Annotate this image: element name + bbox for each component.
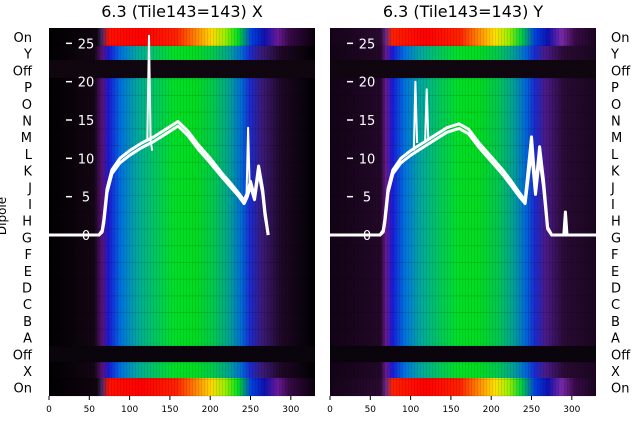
dipole-label: B bbox=[611, 315, 620, 330]
overlay-series-line bbox=[424, 88, 430, 144]
dipole-label: Off bbox=[611, 64, 631, 79]
dipole-label: A bbox=[611, 332, 620, 347]
overlay-y-tick-label: 15 bbox=[359, 114, 376, 129]
dipole-label: On bbox=[14, 31, 32, 46]
x-tick-label: 50 bbox=[365, 405, 377, 415]
dipole-label: J bbox=[610, 181, 615, 196]
dipole-label: P bbox=[24, 81, 32, 96]
dipole-label: Off bbox=[611, 348, 631, 363]
overlay-series-line bbox=[245, 126, 251, 197]
dipole-label: E bbox=[24, 265, 32, 280]
dipole-label: X bbox=[23, 365, 32, 380]
dipole-label: M bbox=[21, 131, 32, 146]
dipole-label: E bbox=[611, 265, 619, 280]
dipole-label: I bbox=[611, 198, 615, 213]
overlay-series-line bbox=[412, 80, 419, 151]
chart-title: 6.3 (Tile143=143) X bbox=[101, 2, 263, 21]
overlay-series-line bbox=[330, 126, 596, 237]
overlay-series-line bbox=[146, 34, 154, 151]
x-tick-label: 150 bbox=[161, 405, 178, 415]
dipole-label: Off bbox=[13, 348, 33, 363]
overlay-y-tick-label: 10 bbox=[78, 152, 95, 167]
dipole-label: F bbox=[25, 248, 32, 263]
y-axis-label: Dipole bbox=[0, 197, 9, 235]
dipole-label: O bbox=[611, 98, 621, 113]
dipole-label: X bbox=[611, 365, 620, 380]
heatmap-texture bbox=[330, 28, 596, 396]
dipole-label: N bbox=[22, 115, 32, 130]
dipole-label: G bbox=[611, 231, 621, 246]
overlay-y-tick-label: 20 bbox=[78, 76, 95, 91]
heatmap-texture bbox=[49, 28, 315, 396]
dipole-label: G bbox=[22, 231, 32, 246]
dipole-label: K bbox=[611, 165, 620, 180]
overlay-y-tick-label: 10 bbox=[359, 152, 376, 167]
x-tick-label: 200 bbox=[202, 405, 219, 415]
chart-title: 6.3 (Tile143=143) Y bbox=[383, 2, 544, 21]
x-tick-label: 0 bbox=[327, 405, 333, 415]
dipole-label: H bbox=[22, 215, 32, 230]
x-tick-label: 250 bbox=[242, 405, 259, 415]
dipole-label: K bbox=[23, 165, 32, 180]
overlay-y-tick-label: 25 bbox=[78, 37, 95, 52]
dipole-label: P bbox=[611, 81, 619, 96]
dipole-label: A bbox=[23, 332, 32, 347]
x-tick-label: 100 bbox=[121, 405, 138, 415]
dipole-label: On bbox=[611, 382, 629, 397]
dipole-label: F bbox=[611, 248, 618, 263]
dipole-label: D bbox=[611, 282, 621, 297]
x-tick-label: 50 bbox=[84, 405, 96, 415]
dipole-label: L bbox=[611, 148, 619, 163]
dipole-label: Y bbox=[610, 48, 619, 63]
dipole-label: L bbox=[25, 148, 33, 163]
dipole-label: C bbox=[23, 298, 32, 313]
dipole-label: J bbox=[27, 181, 32, 196]
overlay-y-tick-label: 25 bbox=[359, 37, 376, 52]
x-tick-label: 300 bbox=[563, 405, 580, 415]
overlay-y-tick-label: 5 bbox=[363, 191, 371, 206]
dipole-label: Off bbox=[13, 64, 33, 79]
x-tick-label: 150 bbox=[442, 405, 459, 415]
dipole-label: H bbox=[611, 215, 621, 230]
dipole-label: D bbox=[22, 282, 32, 297]
dipole-label: On bbox=[611, 31, 629, 46]
overlay-y-tick-label: 15 bbox=[78, 114, 95, 129]
dipole-label: O bbox=[22, 98, 32, 113]
x-tick-label: 100 bbox=[402, 405, 419, 415]
dipole-label: Y bbox=[23, 48, 32, 63]
dipole-label: C bbox=[611, 298, 620, 313]
x-tick-label: 250 bbox=[523, 405, 540, 415]
overlay-y-tick-label: 20 bbox=[359, 76, 376, 91]
dipole-label: On bbox=[14, 382, 32, 397]
chart-panel-1: 6.3 (Tile143=143) XOnYOffPONMLKJIHGFEDCB… bbox=[0, 2, 315, 415]
dipole-label: B bbox=[23, 315, 32, 330]
x-tick-label: 200 bbox=[483, 405, 500, 415]
x-tick-label: 0 bbox=[46, 405, 52, 415]
x-tick-label: 300 bbox=[282, 405, 299, 415]
overlay-series-line bbox=[49, 124, 270, 237]
overlay-y-tick-label: 5 bbox=[82, 191, 90, 206]
dipole-label: I bbox=[28, 198, 32, 213]
chart-panel-2: 6.3 (Tile143=143) YOnYOffPONMLKJIHGFEDCB… bbox=[327, 2, 631, 415]
dipole-label: M bbox=[611, 131, 622, 146]
dipole-label: N bbox=[611, 115, 621, 130]
